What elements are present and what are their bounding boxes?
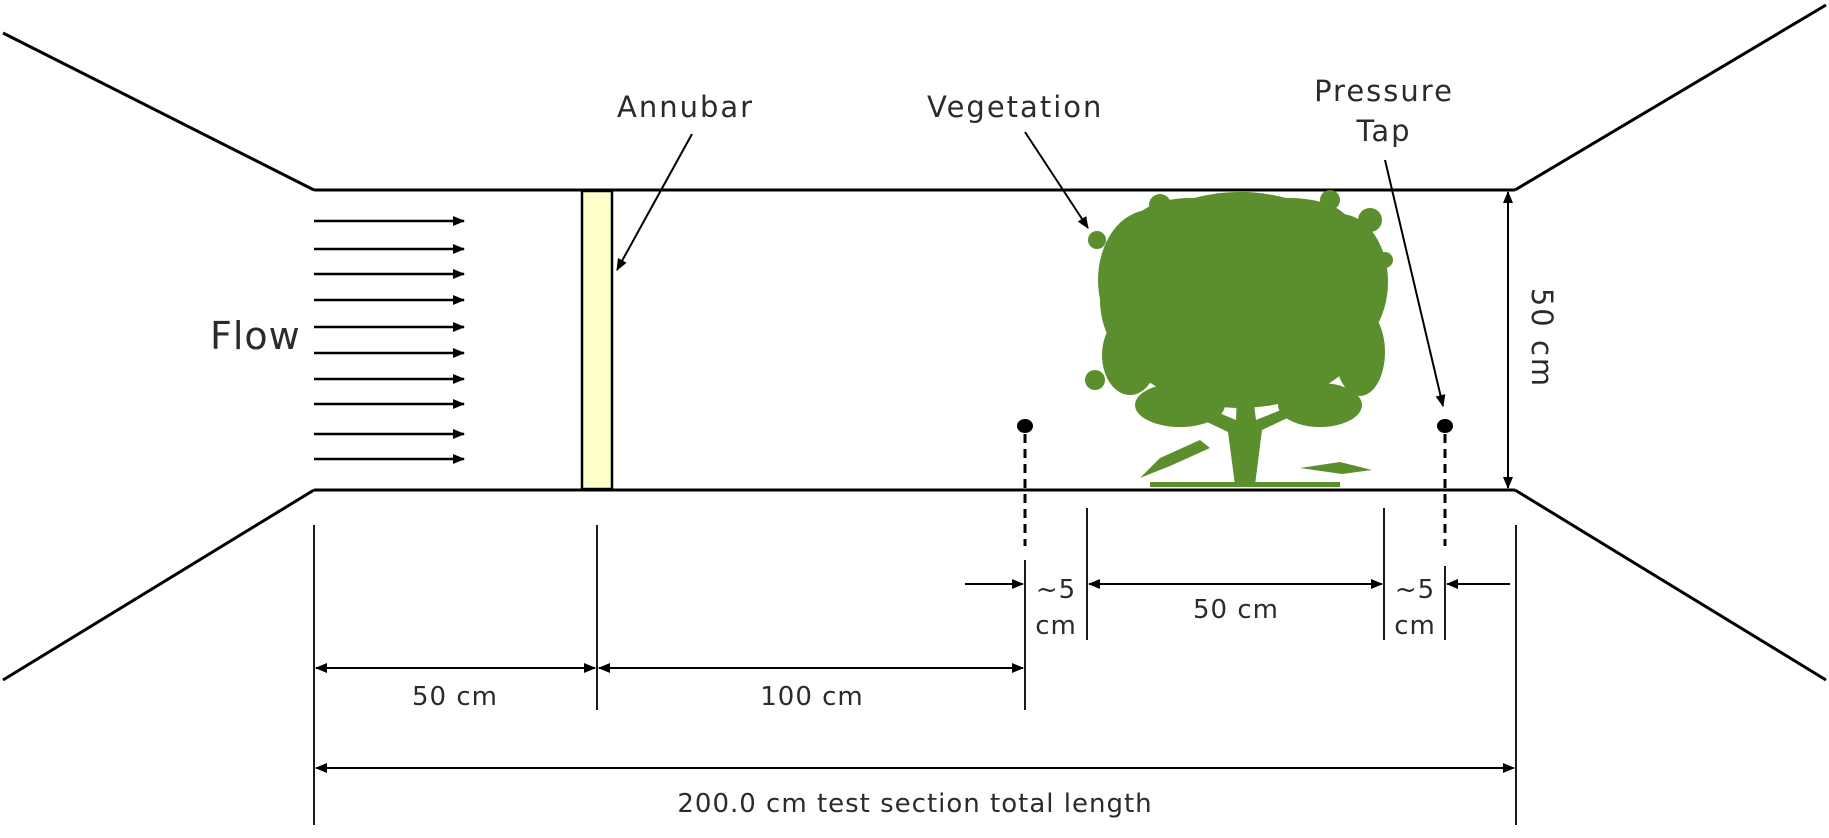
pressure-tap-leader-arrow (1384, 159, 1446, 407)
flow-arrows (314, 216, 465, 464)
dimension-label-vegetation: 50 cm (1193, 595, 1279, 625)
vegetation-leader-arrow (1024, 131, 1089, 229)
inlet-contraction-top (2, 31, 315, 192)
vegetation-tree-icon (1085, 190, 1393, 487)
dimension-label-gap-right-1: ~5 (1395, 575, 1435, 605)
extension-lines (313, 508, 1517, 825)
dimension-label-gap-right-2: cm (1394, 611, 1436, 641)
dimension-label-gap-left-2: cm (1035, 611, 1077, 641)
height-dimension-label: 50 cm (1525, 288, 1559, 388)
inlet-contraction-bottom (2, 488, 315, 682)
pressure-tap-label-line1: Pressure (1314, 74, 1454, 108)
pressure-tap-upstream-dot (1017, 419, 1033, 433)
pressure-tap-label-line2: Tap (1355, 114, 1411, 148)
flow-label: Flow (210, 314, 301, 358)
pressure-tap-downstream-dot (1437, 419, 1453, 433)
pressure-taps (1017, 419, 1453, 546)
diffuser-top (1514, 3, 1827, 192)
dimension-label-total: 200.0 cm test section total length (677, 789, 1152, 819)
dimension-label-mid: 100 cm (760, 682, 864, 712)
annubar-leader-arrow (616, 133, 693, 271)
annubar-bar (580, 189, 614, 491)
annubar-label: Annubar (617, 90, 754, 124)
vegetation-label: Vegetation (927, 90, 1103, 124)
tunnel-outline (2, 3, 1827, 682)
diffuser-bottom (1514, 488, 1827, 682)
dimension-label-gap-left-1: ~5 (1036, 575, 1076, 605)
dimension-label-inlet: 50 cm (412, 682, 498, 712)
dimension-arrows (315, 579, 1515, 773)
